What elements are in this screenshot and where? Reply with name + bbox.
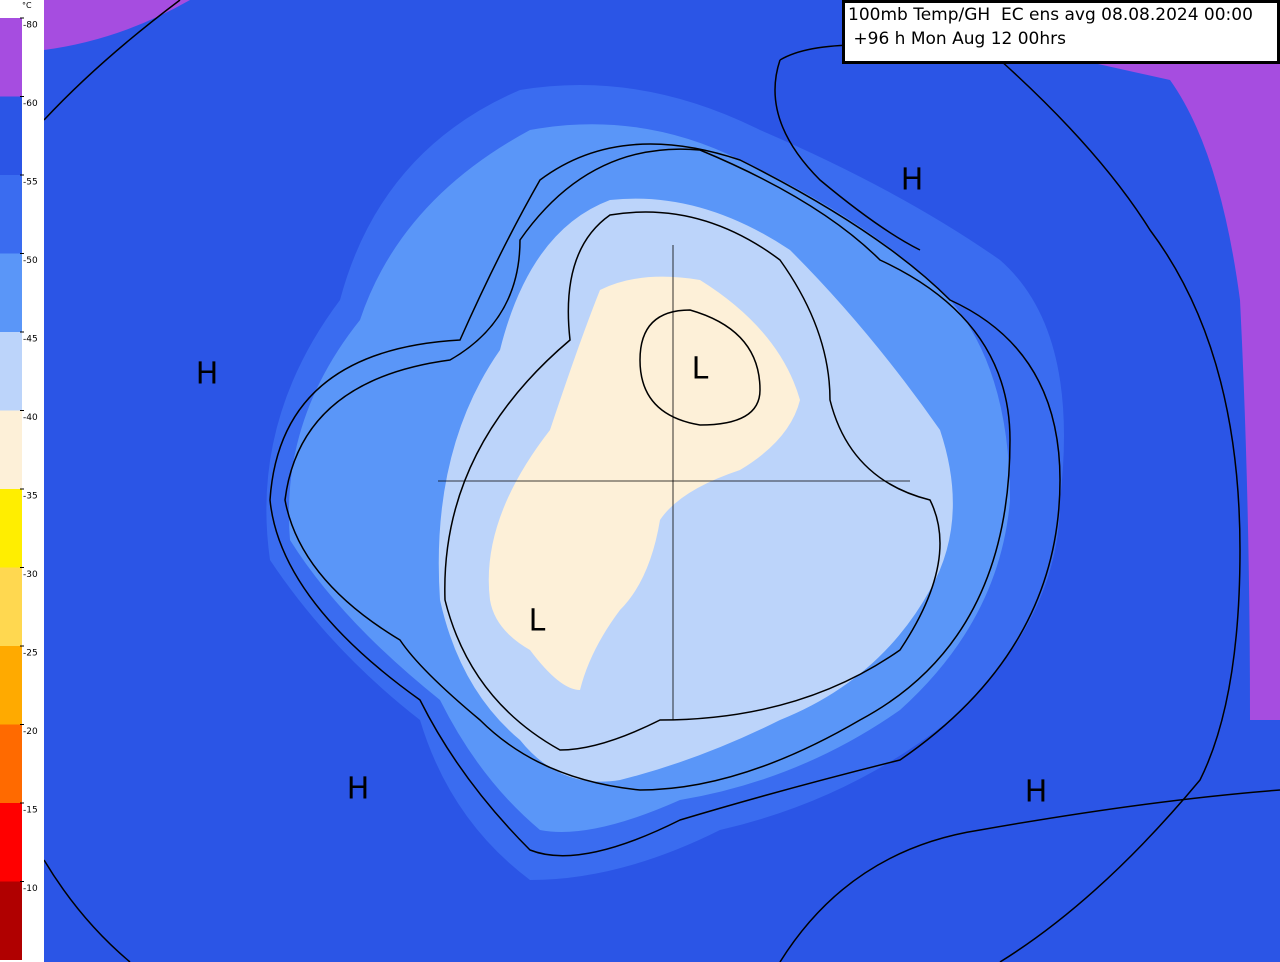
colorbar-label: -25 bbox=[23, 649, 38, 659]
contour bbox=[774, 59, 921, 251]
temp-region bbox=[488, 276, 800, 690]
grid-lines bbox=[438, 245, 910, 720]
title-line: +96 h Mon Aug 12 00hrs bbox=[848, 29, 1066, 49]
colorbar-swatch bbox=[0, 18, 22, 97]
colorbar-label: -40 bbox=[23, 413, 38, 423]
title-box: 100mb Temp/GH EC ens avg 08.08.2024 00:0… bbox=[842, 0, 1280, 64]
colorbar-label: -80 bbox=[23, 21, 38, 31]
title-line: 100mb Temp/GH EC ens avg 08.08.2024 00:0… bbox=[848, 5, 1253, 25]
colorbar-swatch bbox=[0, 567, 22, 646]
contour bbox=[269, 143, 1061, 857]
pressure-center-label: H bbox=[196, 357, 219, 392]
colorbar-swatch bbox=[0, 881, 22, 960]
colorbar-label: -20 bbox=[23, 727, 38, 737]
colorbar-label: -15 bbox=[23, 806, 38, 816]
colorbar-swatch bbox=[0, 332, 22, 411]
contour bbox=[779, 789, 1280, 962]
pressure-center-label: H bbox=[1025, 775, 1048, 810]
pressure-center-label: H bbox=[347, 772, 370, 807]
colorbar-label: -50 bbox=[23, 256, 38, 266]
colorbar-swatch bbox=[0, 175, 22, 254]
pressure-center-label: L bbox=[529, 604, 546, 639]
contour bbox=[639, 309, 761, 426]
contour bbox=[444, 211, 941, 751]
colorbar-swatch bbox=[0, 253, 22, 332]
cold-region bbox=[44, 0, 190, 50]
colorbar-label: -35 bbox=[23, 492, 38, 502]
contour bbox=[43, 859, 131, 962]
colorbar-swatch bbox=[0, 724, 22, 803]
colorbar-swatch bbox=[0, 803, 22, 882]
colorbar-label: -10 bbox=[23, 884, 38, 894]
contour bbox=[284, 148, 1011, 791]
pressure-center-label: H bbox=[901, 163, 924, 198]
colorbar-label: -55 bbox=[23, 178, 38, 188]
colorbar-swatch bbox=[0, 96, 22, 175]
pressure-center-label: L bbox=[692, 352, 709, 387]
colorbar-label: -30 bbox=[23, 570, 38, 580]
colorbar-unit: °C bbox=[22, 1, 32, 10]
colorbar-label: -45 bbox=[23, 335, 38, 345]
colorbar-swatch bbox=[0, 489, 22, 568]
colorbar-swatch bbox=[0, 410, 22, 489]
cold-region bbox=[1080, 60, 1280, 720]
colorbar-label: -60 bbox=[23, 99, 38, 109]
map-labels: H H L L H H bbox=[196, 163, 1048, 810]
contour bbox=[43, 0, 181, 121]
colorbar: -80 -60 -55 -50 -45 -40 -35 -30 -25 -20 -15 -10 bbox=[0, 17, 38, 960]
colorbar-swatch bbox=[0, 646, 22, 725]
